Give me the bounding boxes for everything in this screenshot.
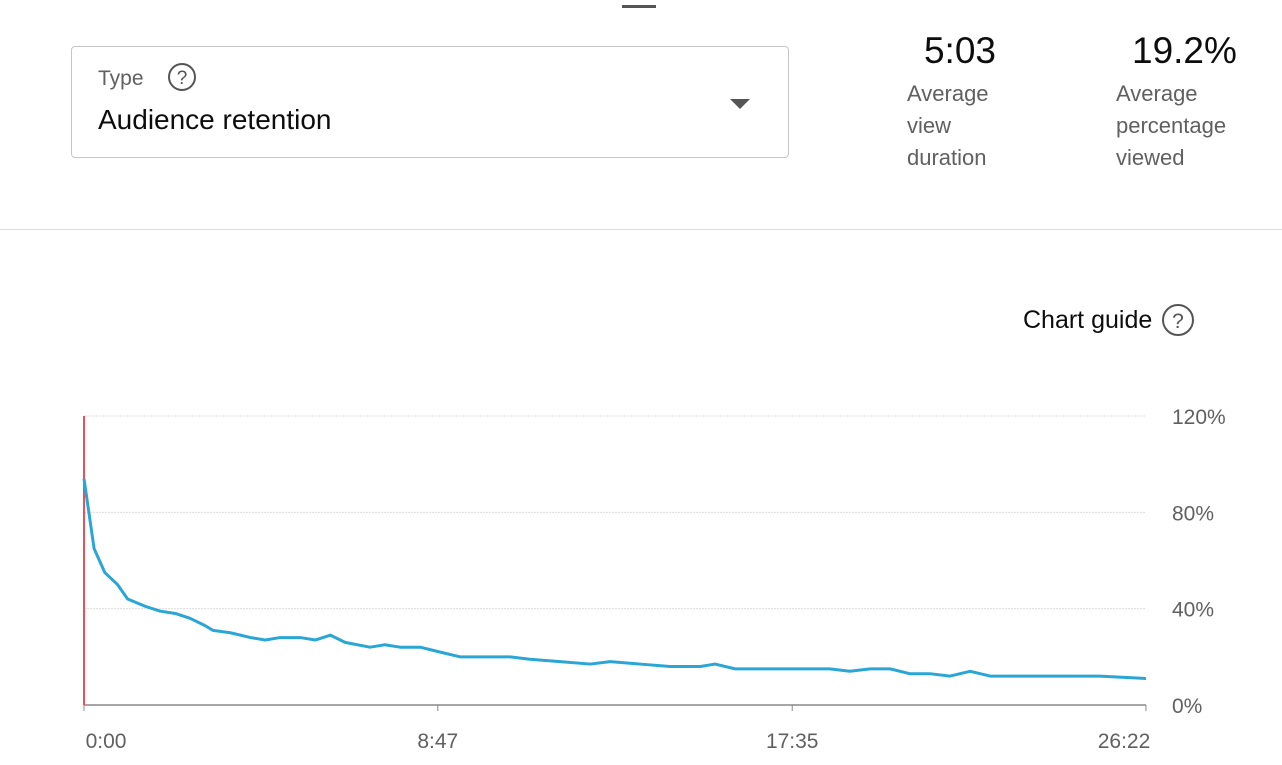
metric-label: Average view duration (907, 81, 989, 170)
x-tick-label: 26:22 (1098, 730, 1151, 753)
divider (0, 229, 1282, 230)
help-icon: ? (1162, 304, 1195, 336)
select-value: Audience retention (98, 104, 332, 135)
svg-text:?: ? (177, 68, 188, 89)
metric-value: 19.2% (1132, 30, 1237, 71)
drag-handle (622, 5, 656, 8)
help-icon[interactable]: ? (166, 61, 198, 93)
type-select[interactable]: Type ? Audience retention (71, 46, 789, 158)
metric: 19.2% Average percentage viewed (1116, 30, 1256, 174)
chart-guide[interactable]: Chart guide ? (1023, 302, 1196, 338)
svg-text:?: ? (1172, 310, 1184, 333)
metric: 5:03 Average view duration (907, 30, 1017, 174)
select-label: Type (98, 67, 144, 90)
chart: 0% 40% 80% 120% 0:00 8:47 17:35 26:22 (82, 406, 1226, 753)
metric-label: Average percentage viewed (1116, 81, 1227, 170)
x-tick-label: 0:00 (86, 730, 127, 753)
y-tick-label: 0% (1172, 695, 1202, 718)
chart-guide-label: Chart guide (1023, 305, 1153, 334)
retention-line (82, 478, 1147, 681)
y-tick-label: 40% (1172, 599, 1214, 622)
metric-value: 5:03 (923, 30, 996, 71)
y-tick-label: 120% (1172, 406, 1226, 429)
y-tick-label: 80% (1172, 502, 1214, 525)
dropdown-arrow (730, 99, 750, 109)
x-tick-label: 8:47 (417, 730, 458, 753)
x-tick-label: 17:35 (766, 730, 819, 753)
